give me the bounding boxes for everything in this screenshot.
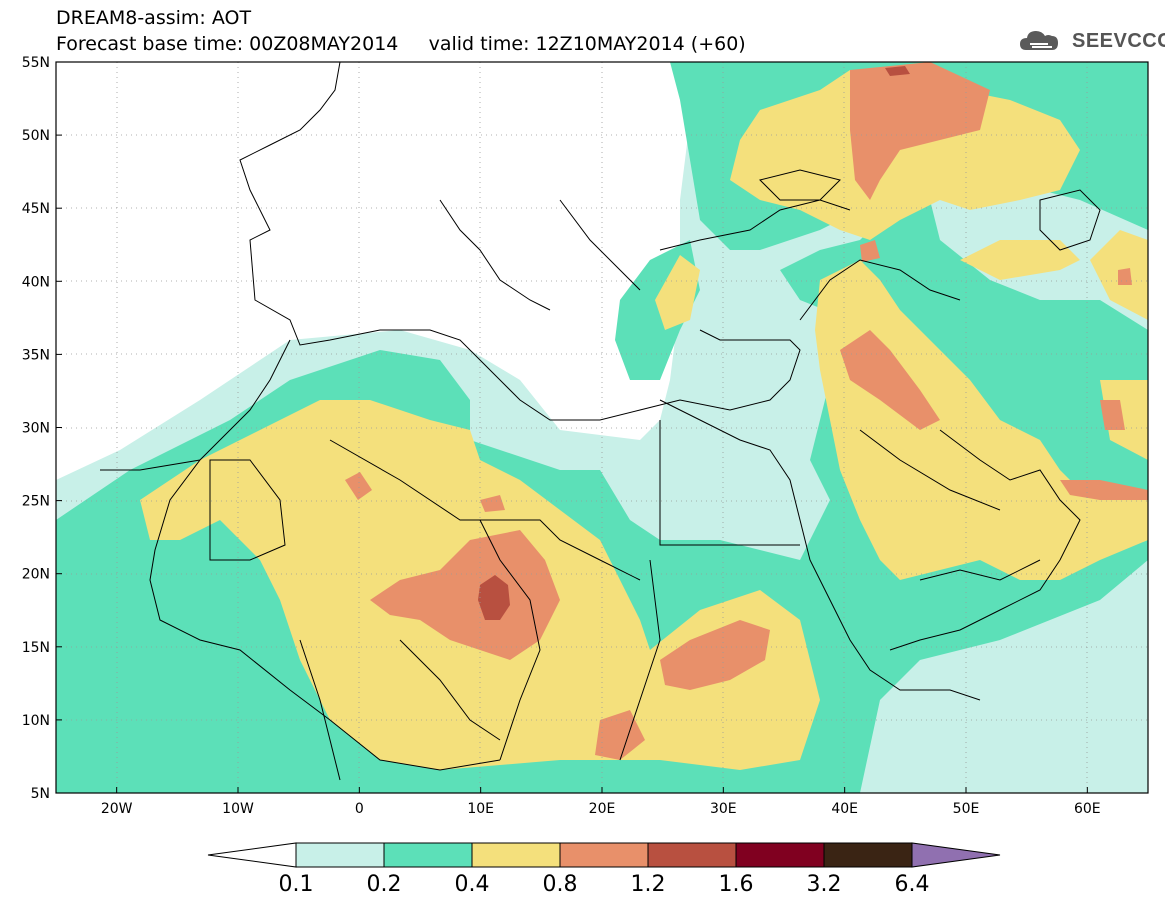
lat-tick-label: 20N	[22, 567, 50, 583]
lon-tick-label: 10E	[467, 801, 494, 817]
time-info: Forecast base time: 00Z08MAY2014 valid t…	[56, 34, 746, 54]
lat-tick-label: 15N	[22, 640, 50, 656]
lat-tick-label: 50N	[22, 128, 50, 144]
graticule	[56, 62, 1148, 793]
colorbar-low-arrow	[207, 842, 297, 868]
colorbar-label: 6.4	[895, 872, 930, 897]
latitude-axis: 55N 50N 45N 40N 35N 30N 25N 20N 15N 10N 5N	[22, 55, 62, 802]
colorbar-label: 1.6	[719, 872, 754, 897]
base-time: Forecast base time: 00Z08MAY2014	[56, 33, 399, 55]
lon-tick-label: 0	[355, 801, 364, 817]
lon-tick-label: 20E	[589, 801, 616, 817]
lat-tick-label: 45N	[22, 201, 50, 217]
lon-tick-label: 20W	[101, 801, 133, 817]
chart-title: DREAM8-assim: AOT	[56, 7, 252, 29]
colorbar-label: 0.4	[455, 872, 490, 897]
lon-tick-label: 40E	[831, 801, 858, 817]
seevccc-logo: SEEVCCC	[1072, 30, 1165, 52]
colorbar-segment	[647, 842, 737, 868]
lon-tick-label: 50E	[953, 801, 980, 817]
aot-level-0.8-1.2	[345, 62, 1148, 760]
colorbar-label: 1.2	[631, 872, 666, 897]
longitude-axis: 20W 10W 0 10E 20E 30E 40E 50E 60E	[101, 787, 1101, 817]
colorbar-high-arrow	[911, 842, 1001, 868]
coastlines	[100, 62, 1101, 781]
colorbar-segment	[823, 842, 913, 868]
colorbar: 0.1 0.2 0.4 0.8 1.2 1.6 3.2 6.4	[207, 842, 1001, 897]
lat-tick-label: 10N	[22, 713, 50, 729]
colorbar-label: 0.8	[543, 872, 578, 897]
colorbar-label: 3.2	[807, 872, 842, 897]
lat-tick-label: 30N	[22, 421, 50, 437]
valid-time: valid time: 12Z10MAY2014 (+60)	[428, 33, 746, 55]
colorbar-segment	[471, 842, 561, 868]
lat-tick-label: 40N	[22, 274, 50, 290]
lon-tick-label: 10W	[222, 801, 254, 817]
colorbar-segment	[735, 842, 825, 868]
colorbar-segment	[383, 842, 473, 868]
lat-tick-label: 25N	[22, 494, 50, 510]
lat-tick-label: 5N	[31, 786, 50, 802]
aot-level-1.2-1.6	[478, 66, 910, 620]
cloud-logo-icon	[1020, 31, 1058, 50]
lon-tick-label: 30E	[710, 801, 737, 817]
lon-tick-label: 60E	[1074, 801, 1101, 817]
colorbar-segment	[295, 842, 385, 868]
colorbar-label: 0.1	[279, 872, 314, 897]
colorbar-label: 0.2	[367, 872, 402, 897]
colorbar-segment	[559, 842, 649, 868]
lat-tick-label: 35N	[22, 347, 50, 363]
lat-tick-label: 55N	[22, 55, 50, 71]
